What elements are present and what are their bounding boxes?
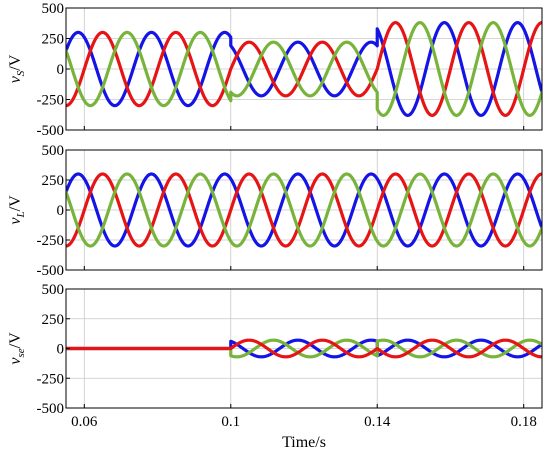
y-tick-label: 0: [57, 342, 65, 358]
y-tick-label: -250: [37, 371, 65, 387]
y-axis-label: vS/V: [7, 54, 27, 83]
y-tick-label: -500: [37, 123, 65, 139]
y-tick-label: -500: [37, 263, 65, 279]
y-tick-label: 250: [42, 32, 65, 48]
x-tick-label: 0.14: [364, 414, 391, 430]
x-tick-label: 0.06: [71, 414, 98, 430]
y-tick-label: 0: [57, 203, 65, 219]
panel-series-injected-voltage: 500 250 0 -250 -500 0.06 0.1 0.14 0.18 vse/V Time/…: [7, 282, 543, 451]
y-tick-label: -250: [37, 93, 65, 109]
series-line-1: [66, 21, 542, 117]
y-axis-label: vL/V: [7, 195, 27, 225]
x-axis-label: Time/s: [282, 434, 326, 451]
y-tick-label: 500: [42, 282, 65, 298]
series-line-2: [66, 21, 542, 117]
panel-source-voltage: 500 250 0 -250 -500 vS/V: [7, 1, 543, 139]
x-tick-label: 0.1: [221, 414, 240, 430]
y-tick-label: 250: [42, 173, 65, 189]
y-axis-label: vse/V: [7, 332, 27, 365]
series-line-1: [66, 172, 542, 248]
series-group: [66, 338, 542, 359]
y-tick-label: 500: [42, 1, 65, 17]
series-line-3: [66, 338, 542, 359]
series-group: [66, 172, 542, 248]
series-line-2: [66, 172, 542, 248]
y-tick-label: 500: [42, 143, 65, 159]
panel-load-voltage: 500 250 0 -250 -500 vL/V: [7, 143, 543, 279]
y-tick-label: 0: [57, 62, 65, 78]
series-line-3: [66, 21, 542, 117]
y-tick-label: -500: [37, 401, 65, 417]
series-line-3: [66, 172, 542, 248]
series-group: [66, 21, 542, 117]
y-tick-label: -250: [37, 233, 65, 249]
y-tick-label: 250: [42, 312, 65, 328]
x-tick-label: 0.18: [511, 414, 537, 430]
